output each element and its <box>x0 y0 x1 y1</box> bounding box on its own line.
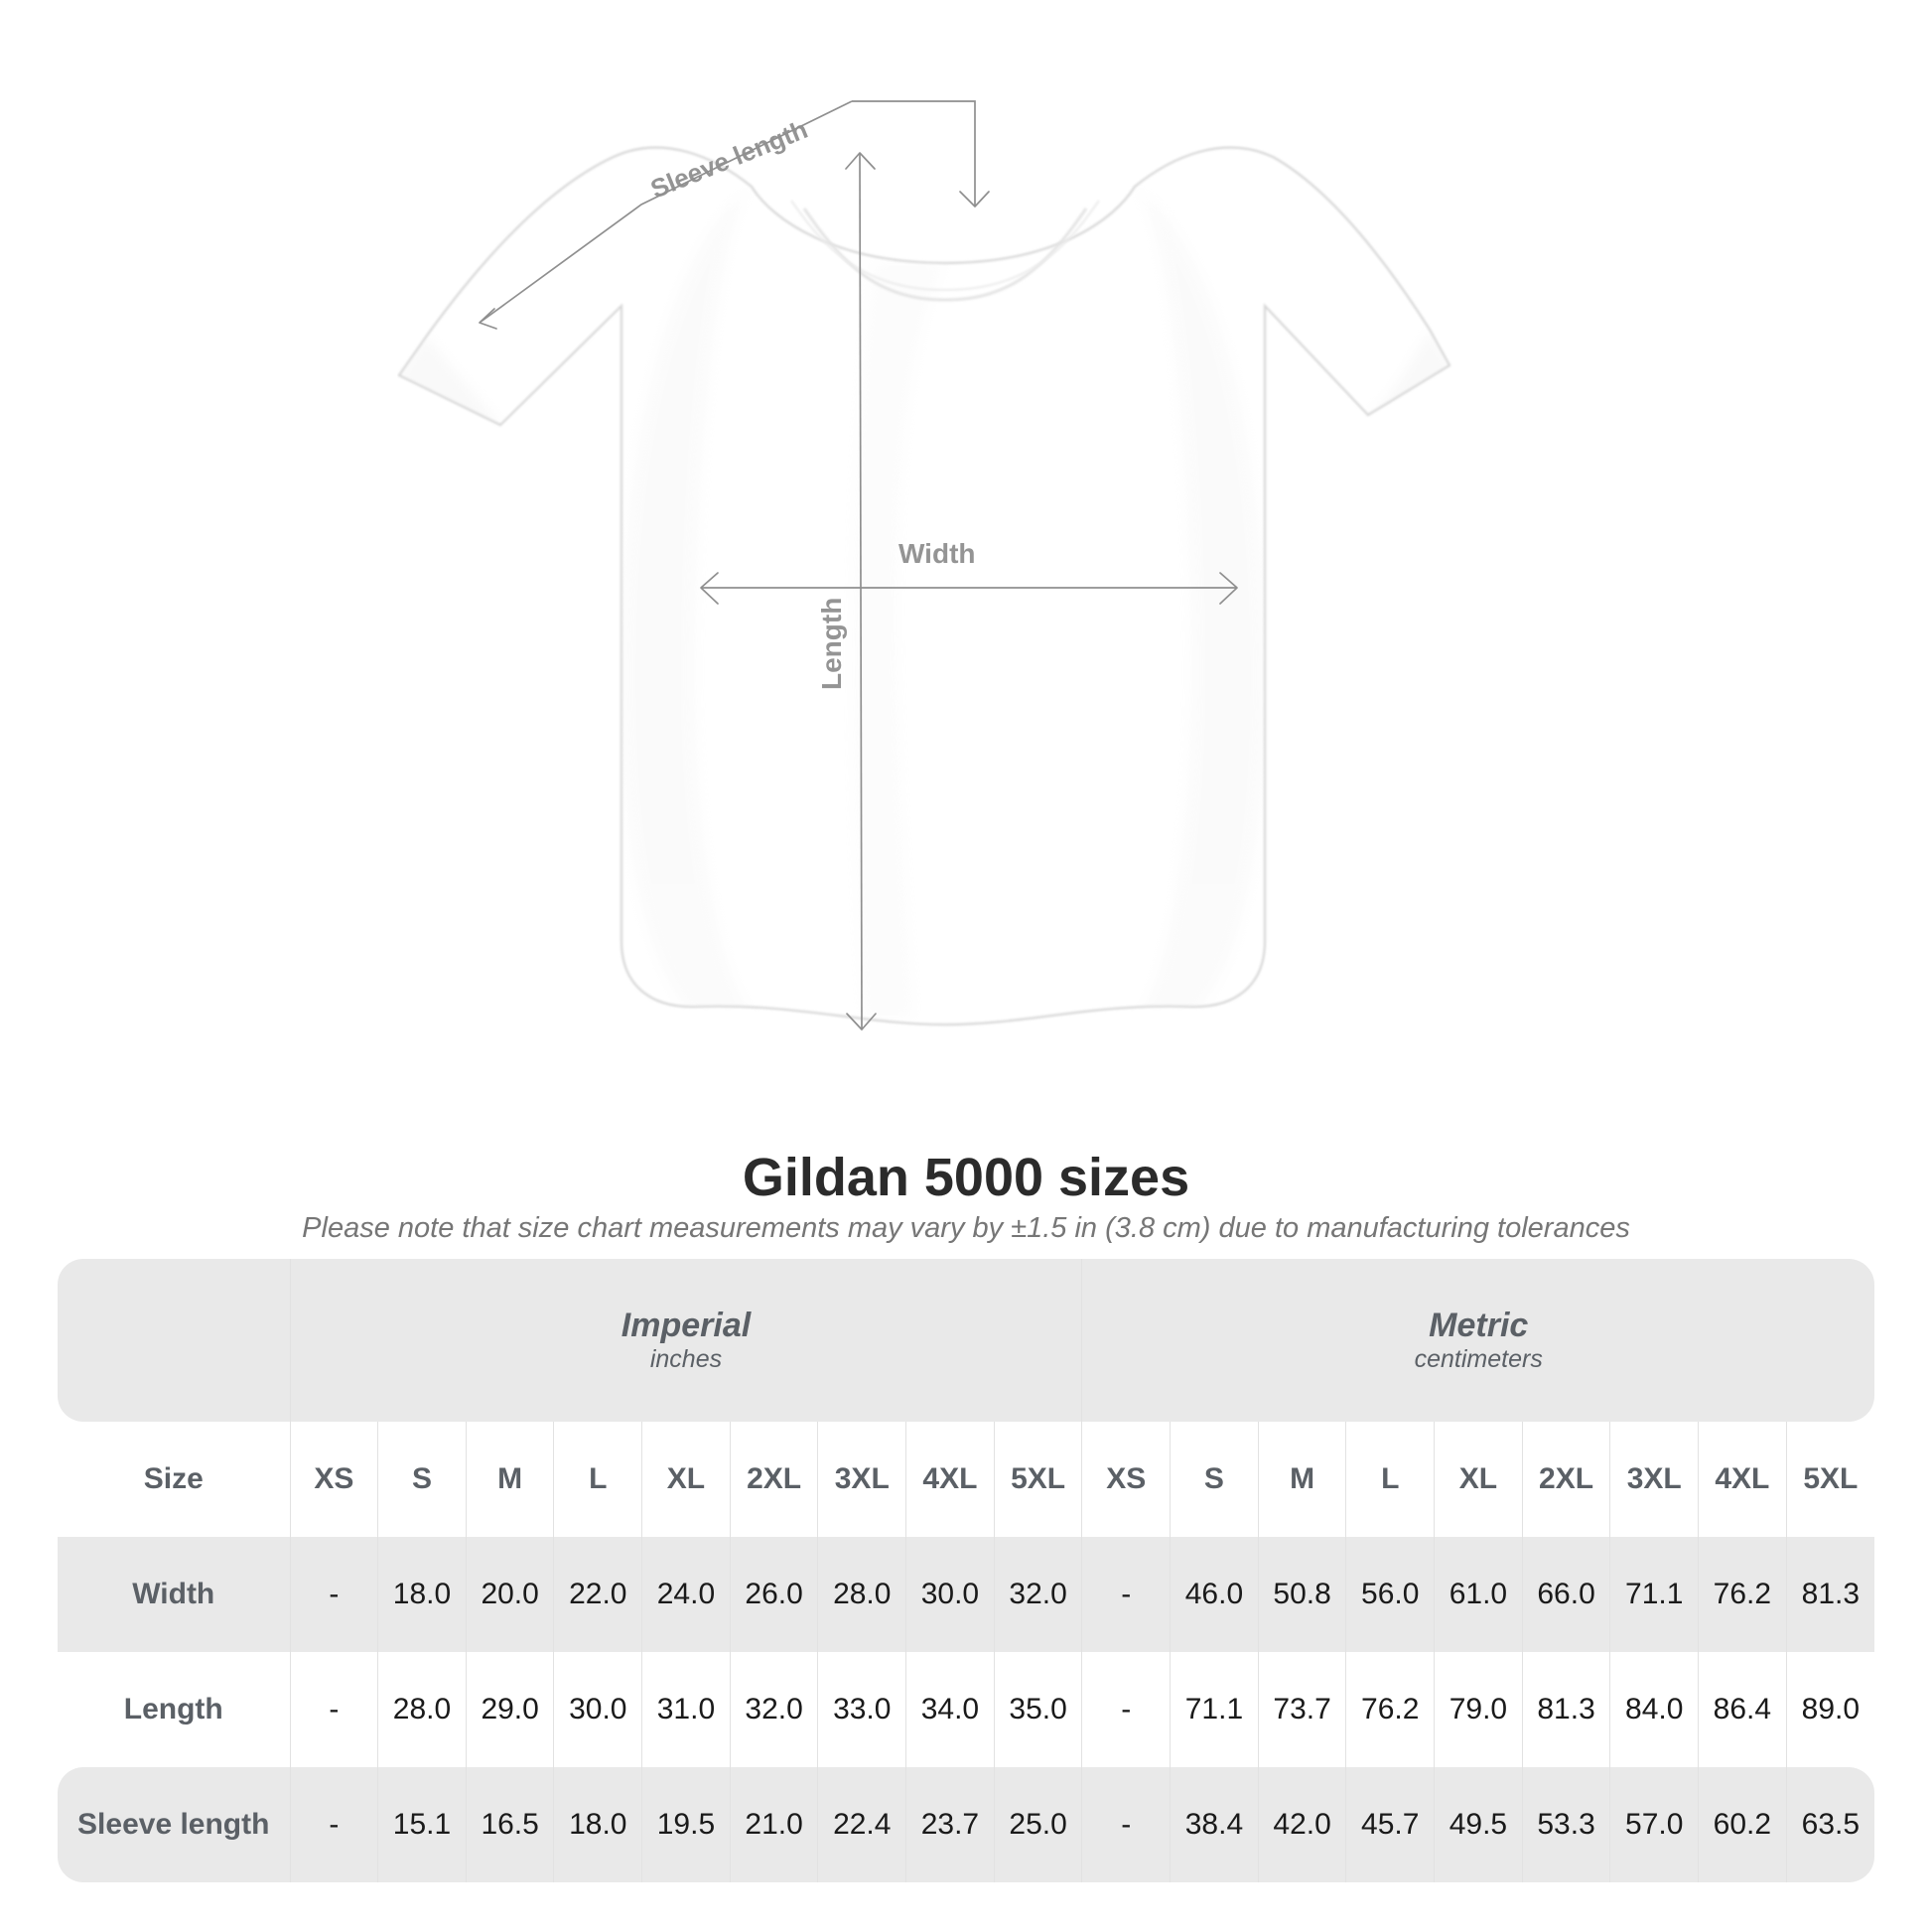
svg-text:Width: Width <box>898 538 976 569</box>
svg-text:Length: Length <box>816 598 847 690</box>
